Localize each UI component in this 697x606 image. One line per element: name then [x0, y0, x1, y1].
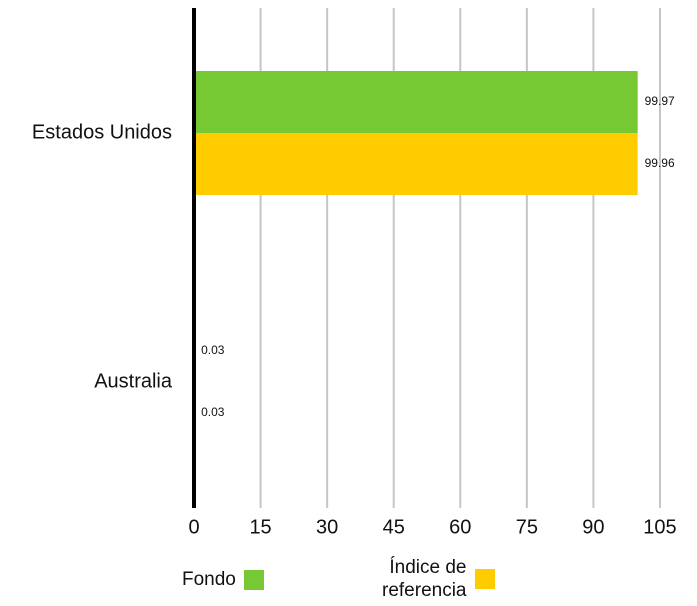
bars — [194, 71, 638, 444]
x-tick-label-30: 30 — [316, 516, 338, 538]
labels: 0 15 30 45 60 75 90 105 Estados Unidos 99.97 99.96… — [32, 94, 677, 538]
category-label-0: Estados Unidos — [32, 121, 172, 143]
x-tick-label-15: 15 — [249, 516, 271, 538]
x-tick-label-90: 90 — [582, 516, 604, 538]
legend: Fondo Índice de referencia — [0, 548, 697, 606]
bar-1-0 — [194, 133, 638, 195]
x-tick-label-105: 105 — [643, 516, 676, 538]
x-tick-label-60: 60 — [449, 516, 471, 538]
legend-item-indice: Índice de referencia — [382, 556, 495, 602]
data-label-1-0: 99.96 — [645, 156, 675, 170]
bar-chart: 0 15 30 45 60 75 90 105 Estados Unidos 99.97 99.96… — [32, 8, 677, 538]
data-label-0-1: 0.03 — [201, 343, 225, 357]
legend-label-indice: Índice de referencia — [382, 556, 467, 602]
legend-item-fondo: Fondo — [182, 568, 264, 591]
legend-label-fondo: Fondo — [182, 569, 236, 590]
x-tick-label-75: 75 — [516, 516, 538, 538]
category-label-1: Australia — [94, 370, 173, 392]
data-label-1-1: 0.03 — [201, 405, 225, 419]
legend-label-indice-line1: Índice de — [389, 557, 467, 578]
x-tick-label-45: 45 — [383, 516, 405, 538]
x-tick-label-0: 0 — [188, 516, 199, 538]
legend-swatch-indice — [474, 569, 495, 589]
legend-label-indice-line2: referencia — [382, 580, 467, 601]
legend-swatch-fondo — [243, 569, 264, 590]
data-label-0-0: 99.97 — [645, 94, 675, 108]
bar-0-0 — [194, 71, 638, 133]
